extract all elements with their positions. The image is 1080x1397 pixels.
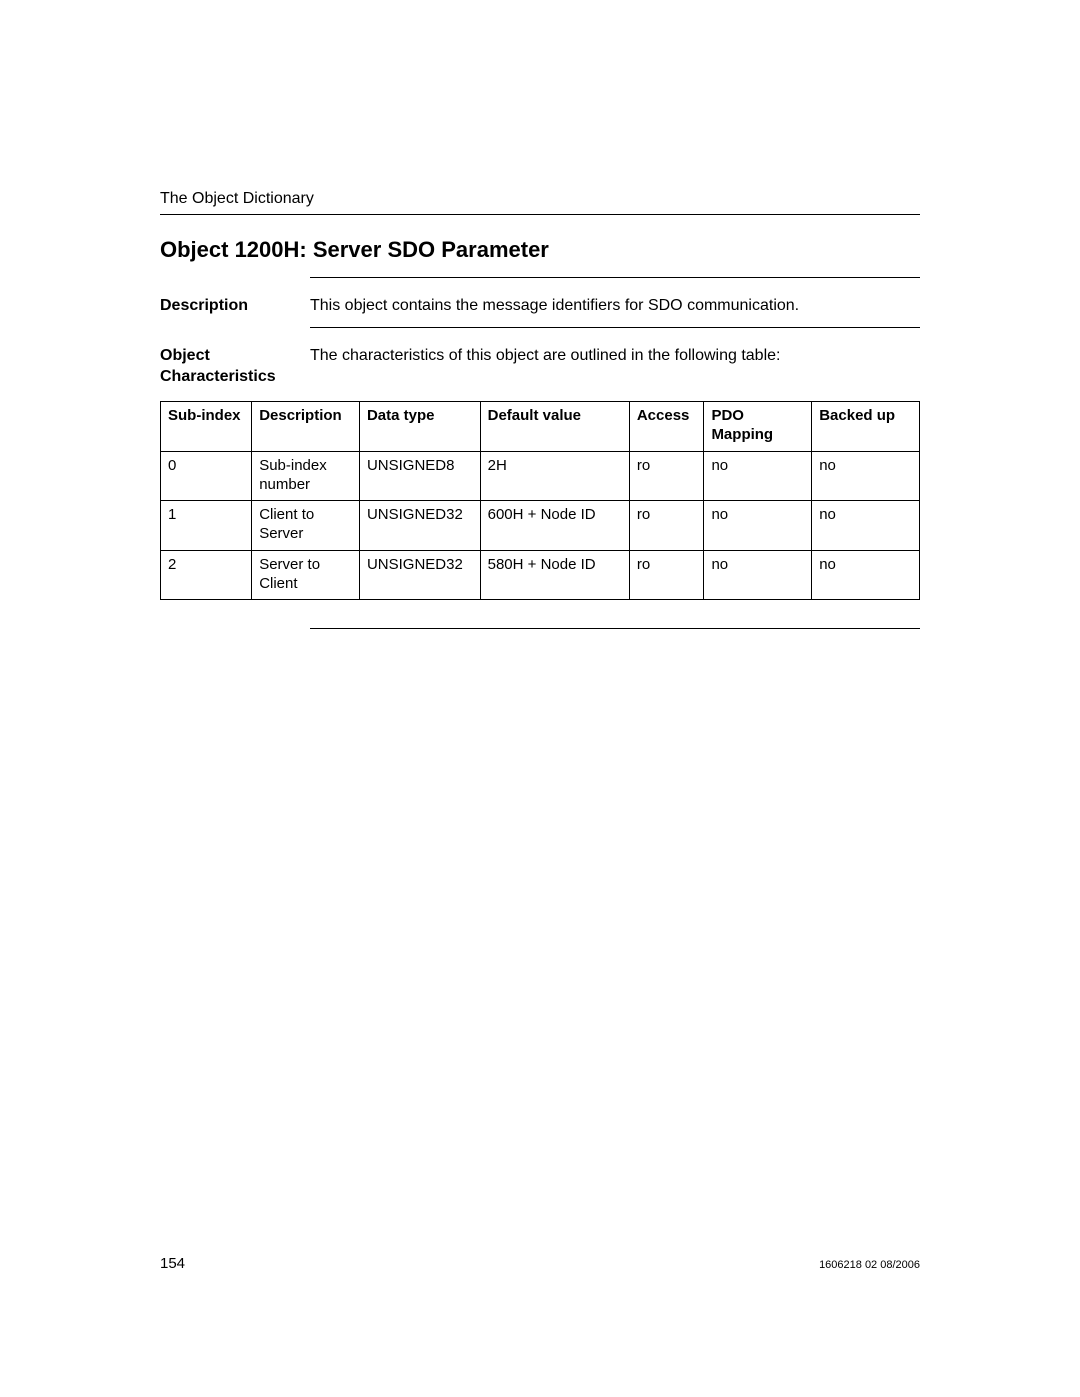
td-subindex: 2 bbox=[161, 550, 252, 600]
td-datatype: UNSIGNED32 bbox=[359, 501, 480, 551]
td-description: Server to Client bbox=[252, 550, 360, 600]
td-description: Sub-index number bbox=[252, 451, 360, 501]
th-description: Description bbox=[252, 402, 360, 452]
table-header-row: Sub-index Description Data type Default … bbox=[161, 402, 920, 452]
document-page: The Object Dictionary Object 1200H: Serv… bbox=[0, 0, 1080, 1397]
th-subindex: Sub-index bbox=[161, 402, 252, 452]
section-rule-1 bbox=[310, 277, 920, 278]
td-datatype: UNSIGNED8 bbox=[359, 451, 480, 501]
description-block: Description This object contains the mes… bbox=[160, 296, 920, 317]
page-number: 154 bbox=[160, 1255, 185, 1272]
td-backed: no bbox=[812, 451, 920, 501]
td-pdo: no bbox=[704, 550, 812, 600]
td-pdo: no bbox=[704, 501, 812, 551]
td-description: Client to Server bbox=[252, 501, 360, 551]
page-footer: 154 1606218 02 08/2006 bbox=[160, 1255, 920, 1272]
td-subindex: 0 bbox=[161, 451, 252, 501]
section-rule-2 bbox=[310, 327, 920, 328]
td-default: 600H + Node ID bbox=[480, 501, 629, 551]
td-access: ro bbox=[629, 550, 704, 600]
table-row: 0 Sub-index number UNSIGNED8 2H ro no no bbox=[161, 451, 920, 501]
td-pdo: no bbox=[704, 451, 812, 501]
table-row: 1 Client to Server UNSIGNED32 600H + Nod… bbox=[161, 501, 920, 551]
td-backed: no bbox=[812, 550, 920, 600]
td-datatype: UNSIGNED32 bbox=[359, 550, 480, 600]
description-label: Description bbox=[160, 296, 310, 317]
td-access: ro bbox=[629, 451, 704, 501]
td-backed: no bbox=[812, 501, 920, 551]
description-text: This object contains the message identif… bbox=[310, 296, 799, 317]
section-rule-3 bbox=[310, 628, 920, 629]
th-pdo: PDO Mapping bbox=[704, 402, 812, 452]
running-head: The Object Dictionary bbox=[160, 190, 920, 208]
characteristics-table: Sub-index Description Data type Default … bbox=[160, 401, 920, 600]
document-id: 1606218 02 08/2006 bbox=[819, 1259, 920, 1271]
characteristics-table-wrap: Sub-index Description Data type Default … bbox=[160, 401, 920, 600]
characteristics-text: The characteristics of this object are o… bbox=[310, 346, 780, 388]
header-rule bbox=[160, 214, 920, 215]
td-subindex: 1 bbox=[161, 501, 252, 551]
table-row: 2 Server to Client UNSIGNED32 580H + Nod… bbox=[161, 550, 920, 600]
th-access: Access bbox=[629, 402, 704, 452]
characteristics-label: Object Characteristics bbox=[160, 346, 310, 388]
page-title: Object 1200H: Server SDO Parameter bbox=[160, 237, 920, 263]
th-datatype: Data type bbox=[359, 402, 480, 452]
td-default: 2H bbox=[480, 451, 629, 501]
td-access: ro bbox=[629, 501, 704, 551]
characteristics-block: Object Characteristics The characteristi… bbox=[160, 346, 920, 388]
td-default: 580H + Node ID bbox=[480, 550, 629, 600]
th-backed: Backed up bbox=[812, 402, 920, 452]
th-default: Default value bbox=[480, 402, 629, 452]
